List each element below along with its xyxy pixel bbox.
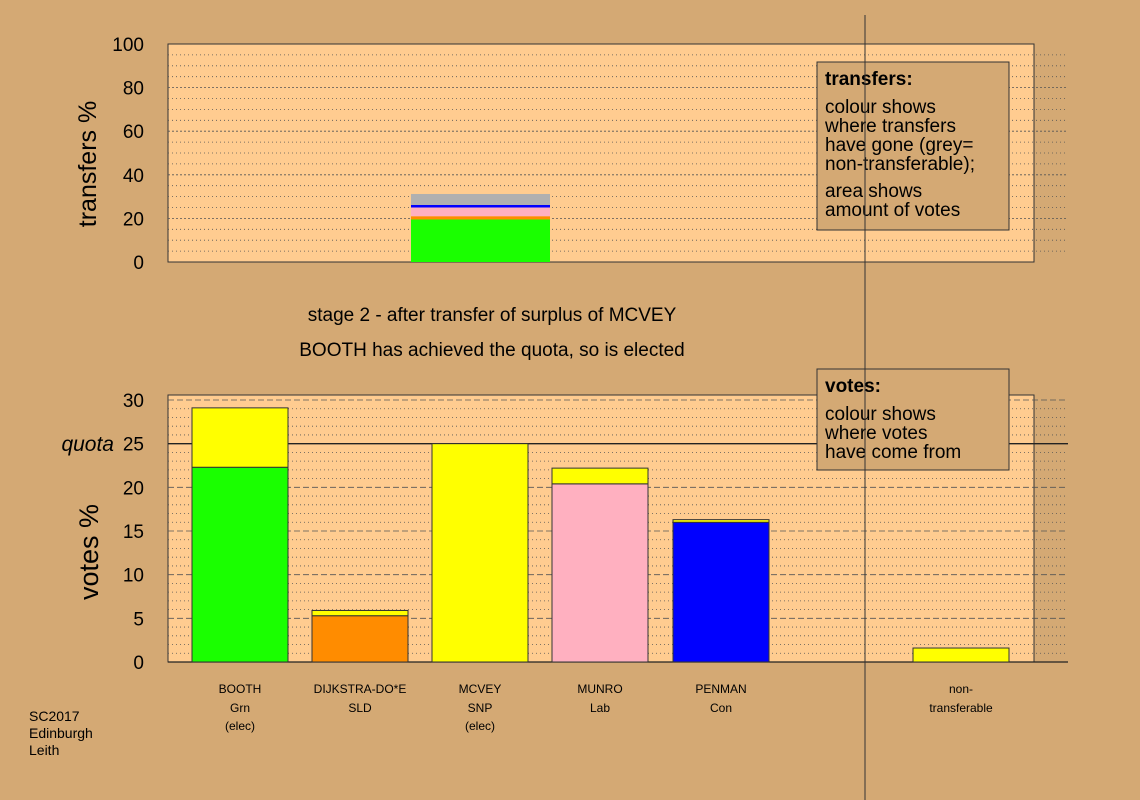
candidate-name: PENMAN: [695, 682, 746, 696]
candidate-name: BOOTH: [219, 682, 262, 696]
transfer-segment: [411, 219, 550, 262]
votes-legend: votes: colour shows where votes have com…: [816, 368, 1010, 471]
candidate-party: SLD: [348, 701, 372, 715]
votes-legend-line: where votes: [824, 423, 927, 444]
transfer-segment: [411, 207, 550, 217]
y-tick-label: 30: [123, 391, 144, 412]
vote-bar-segment: [672, 521, 770, 663]
transfers-legend: transfers: colour shows where transfers …: [816, 61, 1010, 231]
y-tick-label: 10: [123, 566, 144, 587]
votes-legend-box: [816, 368, 1010, 471]
y-tick-label: 15: [123, 522, 144, 543]
vote-bar-segment: [191, 407, 289, 468]
stage-subtitle: BOOTH has achieved the quota, so is elec…: [299, 340, 685, 361]
candidate-party: Grn: [230, 701, 250, 715]
transfer-segment: [411, 204, 550, 208]
transfer-segment: [411, 216, 550, 220]
transfers-legend-box: [816, 61, 1010, 231]
y-tick-label: 20: [123, 478, 144, 499]
y-tick-label: 60: [123, 122, 144, 143]
y-tick-label: 0: [133, 653, 144, 674]
candidate-party: Con: [710, 701, 732, 715]
candidate-name: non-: [949, 682, 973, 696]
transfers-legend-line: where transfers: [824, 116, 956, 137]
y-tick-label: 100: [112, 35, 144, 56]
y-tick-label: 80: [123, 79, 144, 100]
transfers-legend-line: colour shows: [825, 97, 936, 118]
transfers-legend-title: transfers:: [825, 69, 913, 90]
vote-bar-segment: [311, 609, 409, 617]
transfer-segment: [411, 193, 550, 205]
transfers-legend-line: amount of votes: [825, 200, 960, 221]
y-tick-label: 20: [123, 209, 144, 230]
quota-label: quota: [61, 433, 114, 456]
vote-bar-segment: [191, 466, 289, 663]
candidate-status: (elec): [465, 719, 495, 733]
y-tick-label: 40: [123, 166, 144, 187]
vote-bar-segment: [912, 647, 1010, 663]
transfers-legend-line: area shows: [825, 181, 922, 202]
votes-y-axis-label: votes %: [74, 504, 104, 600]
candidate-party: SNP: [468, 701, 493, 715]
stage-title: stage 2 - after transfer of surplus of M…: [308, 305, 677, 326]
footer-line: SC2017: [29, 708, 80, 724]
votes-legend-line: colour shows: [825, 404, 936, 425]
y-tick-label: 0: [133, 253, 144, 274]
candidate-status: (elec): [225, 719, 255, 733]
transfers-legend-line: non-transferable);: [825, 154, 975, 175]
vote-bar-segment: [311, 615, 409, 663]
vote-bar-segment: [672, 519, 770, 523]
vote-bar-segment: [551, 467, 649, 485]
transfers-legend-line: have gone (grey=: [825, 135, 973, 156]
candidate-name: DIJKSTRA-DO*E: [314, 682, 407, 696]
candidate-name: MCVEY: [459, 682, 502, 696]
vote-bar-segment: [431, 443, 529, 663]
y-tick-label: 5: [133, 609, 144, 630]
votes-legend-title: votes:: [825, 376, 881, 397]
candidate-name: MUNRO: [577, 682, 622, 696]
votes-legend-line: have come from: [825, 442, 961, 463]
footer-line: Edinburgh: [29, 725, 93, 741]
candidate-party: Lab: [590, 701, 610, 715]
candidate-party: transferable: [929, 701, 993, 715]
footer-line: Leith: [29, 742, 59, 758]
vote-bar-segment: [551, 483, 649, 663]
transfers-y-axis-label: transfers %: [74, 101, 102, 227]
y-tick-label: 25: [123, 435, 144, 456]
